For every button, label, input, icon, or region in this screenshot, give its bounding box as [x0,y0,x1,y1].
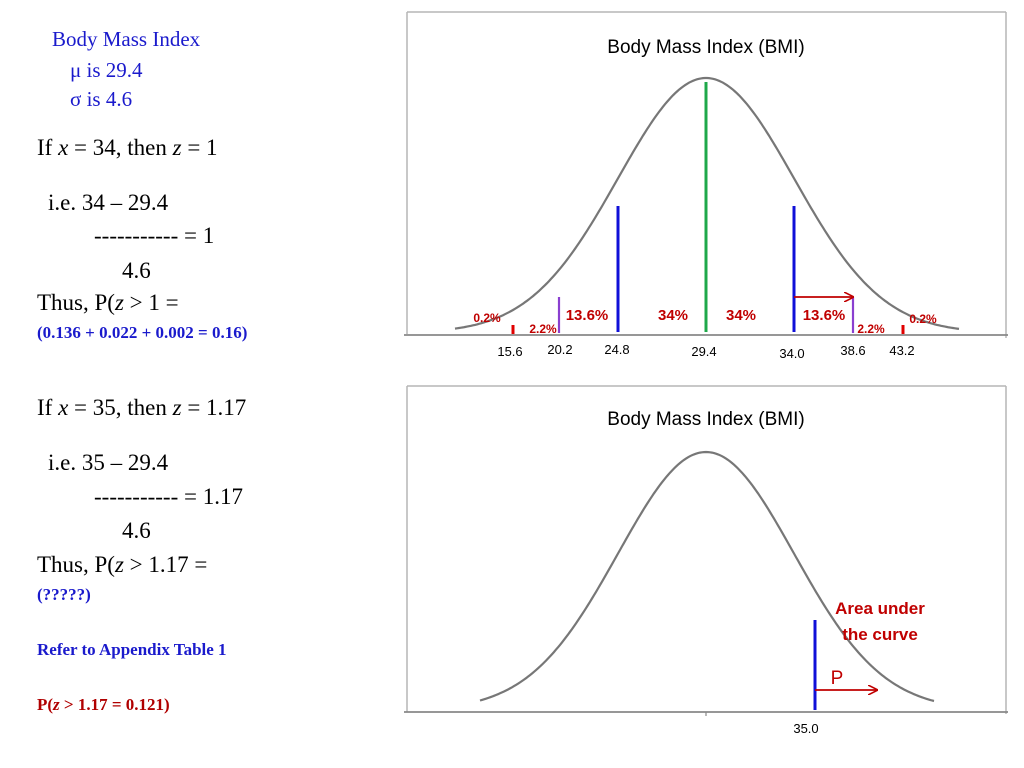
area-label-line2: the curve [842,625,918,644]
example1-ie-line: i.e. 34 – 29.4 [48,190,169,215]
region-label: 2.2% [857,322,885,336]
example1-denominator: 4.6 [122,258,151,283]
tick-label: 34.0 [779,346,804,361]
bmi-title-text: Body Mass Index [52,27,201,51]
example1-if-line: If x = 34, then z = 1 [37,135,218,160]
region-label: 0.2% [909,312,937,326]
top-vertical-lines [511,82,905,334]
example2-if-line: If x = 35, then z = 1.17 [37,395,247,420]
arrow-p-label: P [831,668,844,689]
top-diagram-frame [404,11,1008,338]
example2-ie-line: i.e. 35 – 29.4 [48,450,169,475]
example1-fraction-line: ----------- = 1 [94,223,215,248]
mu-text: μ is 29.4 [70,58,143,82]
top-region-labels: 0.2% 2.2% 13.6% 34% 34% 13.6% 2.2% 0.2% [473,307,937,336]
top-bell-curve [454,76,960,330]
example2-thus-line: Thus, P(z > 1.17 = [37,552,208,577]
top-x-tick-labels: 15.6 20.2 24.8 29.4 34.0 38.6 43.2 [497,342,914,361]
tick-label: 15.6 [497,344,522,359]
refer-appendix-text: Refer to Appendix Table 1 [37,640,227,659]
area-label-line1: Area under [835,599,925,618]
example1-thus-line: Thus, P(z > 1 = [37,290,179,315]
tick-label: 43.2 [889,343,914,358]
example2-result: P(z > 1.17 = 0.121) [37,695,170,714]
region-label: 34% [658,307,688,324]
tick-label: 29.4 [691,344,716,359]
marker-35-label: 35.0 [793,721,818,736]
region-label: 13.6% [803,307,846,324]
sigma-text: σ is 4.6 [70,87,133,111]
example2-denominator: 4.6 [122,518,151,543]
tick-label: 38.6 [840,343,865,358]
bottom-diagram-frame [404,385,1008,716]
example1-answer: (0.136 + 0.022 + 0.002 = 0.16) [37,323,248,342]
region-label: 34% [726,307,756,324]
example2-fraction-line: ----------- = 1.17 [94,484,243,509]
tick-label: 20.2 [547,342,572,357]
region-label: 0.2% [473,311,501,325]
region-label: 2.2% [529,322,557,336]
region-label: 13.6% [566,307,609,324]
bottom-bell-curve [479,450,935,703]
tick-label: 24.8 [604,342,629,357]
bottom-chart-title: Body Mass Index (BMI) [607,409,804,430]
top-chart-title: Body Mass Index (BMI) [607,37,804,58]
example2-answer: (?????) [37,585,91,604]
